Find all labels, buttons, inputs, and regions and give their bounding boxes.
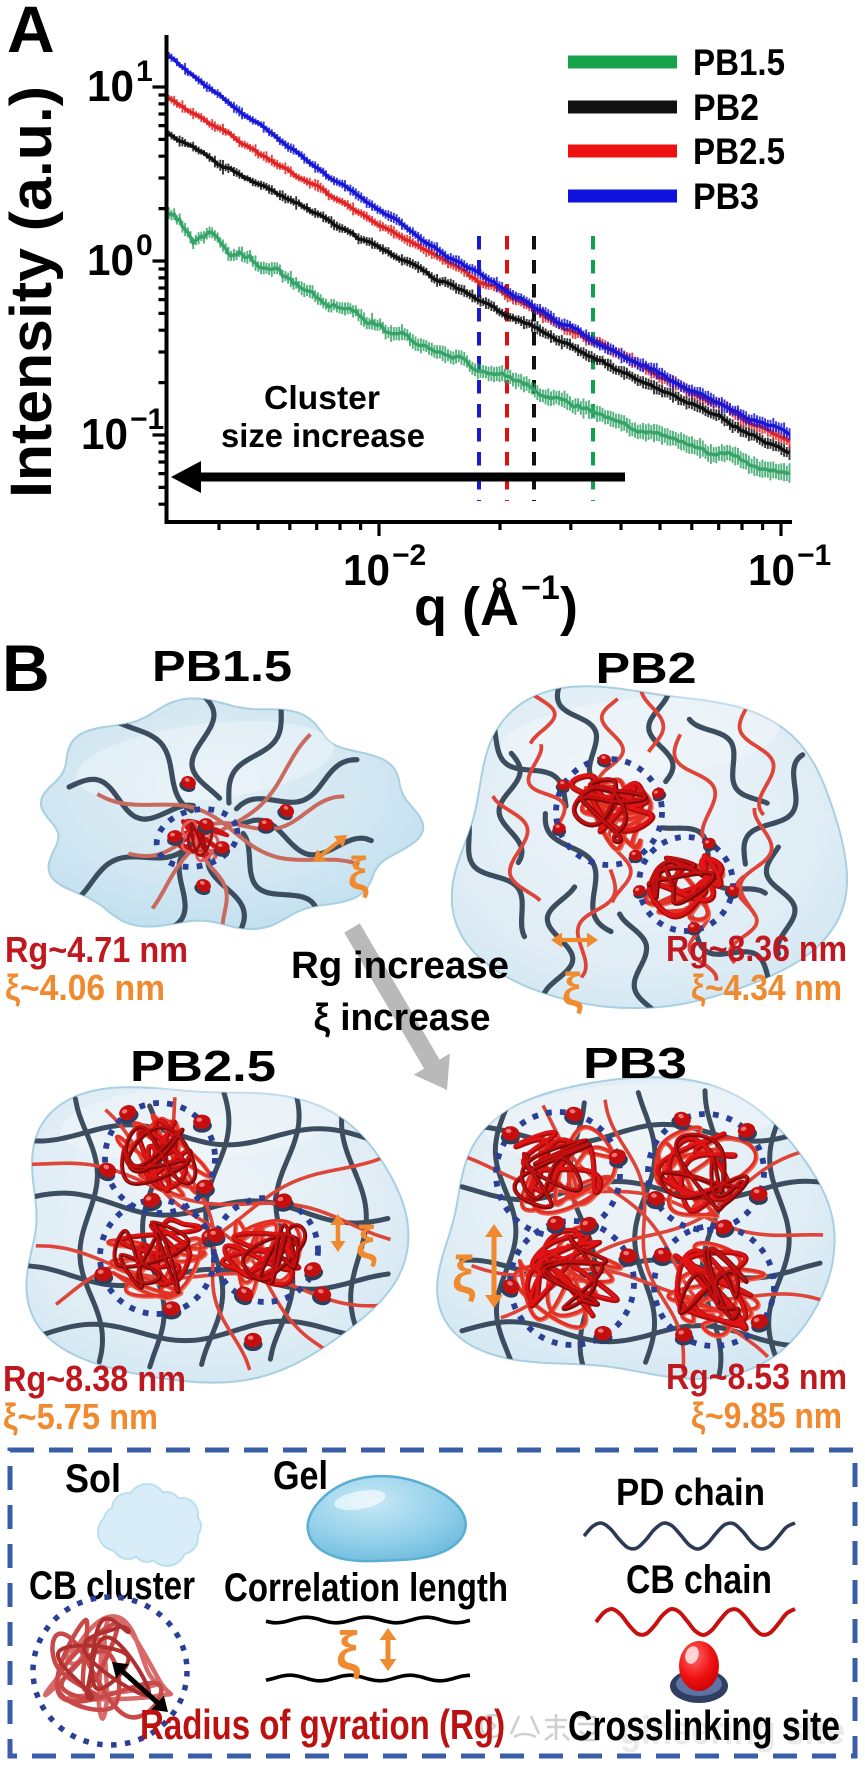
svg-text:PB3: PB3 bbox=[693, 176, 759, 217]
svg-text:Rg increase: Rg increase bbox=[291, 945, 509, 987]
svg-text:ξ: ξ bbox=[336, 1621, 361, 1681]
svg-text:ξ~9.85 nm: ξ~9.85 nm bbox=[691, 1395, 842, 1436]
svg-text:Sol: Sol bbox=[65, 1457, 121, 1501]
svg-text:Gel: Gel bbox=[273, 1454, 328, 1498]
svg-text:gineering site: gineering site bbox=[620, 1709, 845, 1753]
svg-text:0: 0 bbox=[136, 229, 153, 262]
svg-text:10: 10 bbox=[343, 546, 390, 595]
svg-text:−1: −1 bbox=[130, 403, 164, 436]
svg-text:PD chain: PD chain bbox=[616, 1472, 765, 1514]
svg-text:Rg~8.38 nm: Rg~8.38 nm bbox=[3, 1358, 186, 1399]
svg-text:ξ~4.06 nm: ξ~4.06 nm bbox=[5, 967, 165, 1008]
svg-text:ξ: ξ bbox=[348, 847, 369, 899]
svg-text:PB1.5: PB1.5 bbox=[693, 42, 785, 83]
svg-text:10: 10 bbox=[87, 236, 134, 285]
svg-text:ξ~4.34 nm: ξ~4.34 nm bbox=[691, 967, 842, 1008]
svg-text:1: 1 bbox=[136, 55, 153, 88]
svg-text:10: 10 bbox=[81, 410, 128, 459]
svg-text:Radius of gyration (Rg): Radius of gyration (Rg) bbox=[140, 1701, 505, 1748]
svg-text:Rg~4.71 nm: Rg~4.71 nm bbox=[5, 929, 188, 970]
svg-text:10: 10 bbox=[748, 546, 795, 595]
svg-text:PB2.5: PB2.5 bbox=[693, 131, 785, 172]
svg-text:−1: −1 bbox=[521, 569, 560, 607]
svg-text:Rg~8.53 nm: Rg~8.53 nm bbox=[666, 1356, 847, 1397]
svg-text:PB2: PB2 bbox=[596, 644, 697, 693]
svg-text:PB2: PB2 bbox=[693, 87, 759, 128]
svg-text:PB3: PB3 bbox=[583, 1039, 687, 1088]
svg-text:PB1.5: PB1.5 bbox=[152, 642, 292, 691]
svg-text:ξ: ξ bbox=[356, 1216, 377, 1268]
svg-text:ξ: ξ bbox=[562, 963, 583, 1015]
svg-text:Intensity (a.u.): Intensity (a.u.) bbox=[0, 86, 64, 498]
svg-text:Correlation length: Correlation length bbox=[224, 1566, 508, 1610]
svg-text:CB cluster: CB cluster bbox=[29, 1564, 195, 1608]
svg-text:Rg~8.36 nm: Rg~8.36 nm bbox=[666, 928, 847, 969]
svg-text:PB2.5: PB2.5 bbox=[130, 1042, 276, 1091]
svg-text:): ) bbox=[560, 577, 578, 637]
svg-text:A: A bbox=[7, 0, 55, 66]
svg-text:size increase: size increase bbox=[221, 417, 425, 454]
svg-text:−2: −2 bbox=[392, 539, 426, 572]
svg-text:10: 10 bbox=[87, 62, 134, 111]
svg-text:ξ~5.75 nm: ξ~5.75 nm bbox=[3, 1396, 158, 1437]
svg-text:B: B bbox=[2, 631, 50, 705]
svg-text:q (Å: q (Å bbox=[414, 577, 519, 637]
svg-text:CB chain: CB chain bbox=[626, 1558, 772, 1602]
svg-text:−1: −1 bbox=[797, 539, 831, 572]
svg-text:Crosslinking site: Crosslinking site bbox=[568, 1702, 840, 1749]
svg-text:ξ: ξ bbox=[452, 1246, 476, 1304]
svg-text:Cluster: Cluster bbox=[264, 379, 380, 416]
svg-text:ξ increase: ξ increase bbox=[314, 997, 491, 1039]
